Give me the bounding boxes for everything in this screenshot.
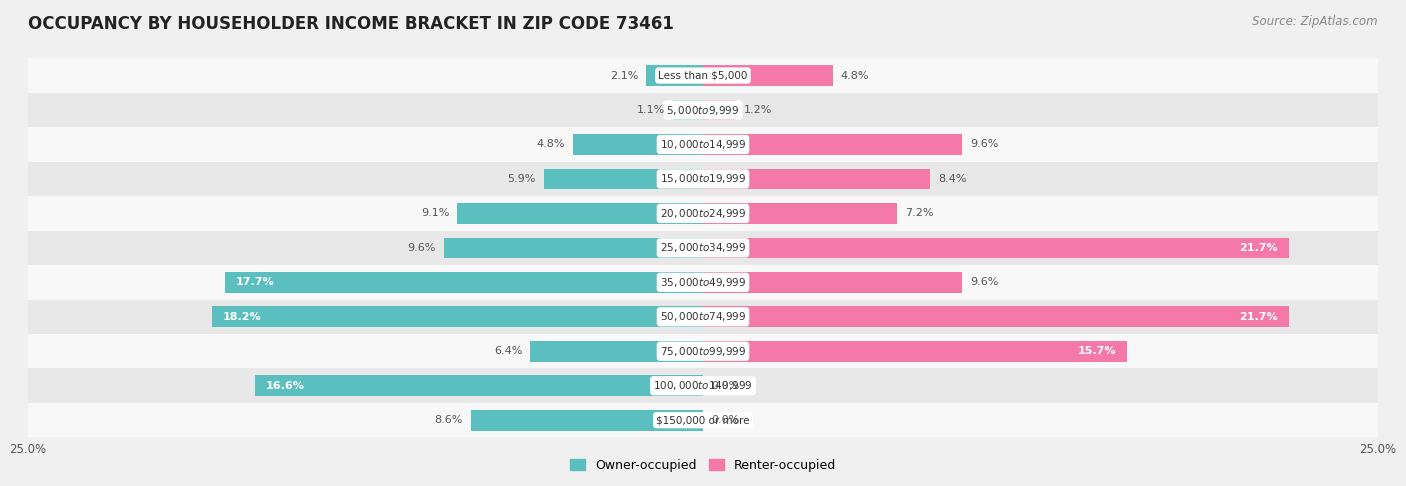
Bar (28, 162, 1378, 196)
Text: $20,000 to $24,999: $20,000 to $24,999 (659, 207, 747, 220)
Bar (28, 127, 1378, 162)
Text: 9.6%: 9.6% (970, 278, 998, 287)
Bar (703, 134, 962, 155)
Text: 0.0%: 0.0% (711, 415, 740, 425)
Text: $100,000 to $149,999: $100,000 to $149,999 (654, 379, 752, 392)
Bar (471, 410, 703, 431)
Text: 18.2%: 18.2% (222, 312, 262, 322)
Text: 4.8%: 4.8% (841, 70, 869, 81)
Text: $150,000 or more: $150,000 or more (657, 415, 749, 425)
Bar (703, 341, 1126, 362)
Bar (444, 238, 703, 258)
Text: OCCUPANCY BY HOUSEHOLDER INCOME BRACKET IN ZIP CODE 73461: OCCUPANCY BY HOUSEHOLDER INCOME BRACKET … (28, 15, 673, 33)
Text: 8.4%: 8.4% (938, 174, 966, 184)
Legend: Owner-occupied, Renter-occupied: Owner-occupied, Renter-occupied (565, 453, 841, 477)
Text: 21.7%: 21.7% (1239, 312, 1278, 322)
Text: 16.6%: 16.6% (266, 381, 305, 391)
Text: 17.7%: 17.7% (236, 278, 274, 287)
Bar (28, 196, 1378, 231)
Bar (703, 272, 962, 293)
Bar (703, 100, 735, 121)
Text: 4.8%: 4.8% (537, 139, 565, 150)
Text: $35,000 to $49,999: $35,000 to $49,999 (659, 276, 747, 289)
Bar (574, 134, 703, 155)
Text: 15.7%: 15.7% (1077, 346, 1116, 356)
Bar (530, 341, 703, 362)
Bar (544, 169, 703, 189)
Text: $50,000 to $74,999: $50,000 to $74,999 (659, 310, 747, 323)
Bar (254, 375, 703, 396)
Text: 7.2%: 7.2% (905, 208, 934, 218)
Bar (647, 65, 703, 86)
Text: Less than $5,000: Less than $5,000 (658, 70, 748, 81)
Text: 5.9%: 5.9% (508, 174, 536, 184)
Bar (28, 403, 1378, 437)
Bar (28, 368, 1378, 403)
Text: 8.6%: 8.6% (434, 415, 463, 425)
Text: 1.1%: 1.1% (637, 105, 665, 115)
Bar (703, 203, 897, 224)
Text: 0.0%: 0.0% (711, 381, 740, 391)
Bar (673, 100, 703, 121)
Bar (703, 65, 832, 86)
Bar (28, 265, 1378, 299)
Text: 9.1%: 9.1% (420, 208, 450, 218)
Bar (28, 93, 1378, 127)
Text: 9.6%: 9.6% (970, 139, 998, 150)
Bar (225, 272, 703, 293)
Bar (703, 238, 1289, 258)
Text: $15,000 to $19,999: $15,000 to $19,999 (659, 173, 747, 186)
Text: 2.1%: 2.1% (610, 70, 638, 81)
Text: 6.4%: 6.4% (494, 346, 522, 356)
Text: $10,000 to $14,999: $10,000 to $14,999 (659, 138, 747, 151)
Text: 1.2%: 1.2% (744, 105, 772, 115)
Bar (457, 203, 703, 224)
Bar (28, 58, 1378, 93)
Text: $25,000 to $34,999: $25,000 to $34,999 (659, 242, 747, 254)
Text: $5,000 to $9,999: $5,000 to $9,999 (666, 104, 740, 117)
Bar (28, 334, 1378, 368)
Text: $75,000 to $99,999: $75,000 to $99,999 (659, 345, 747, 358)
Bar (28, 299, 1378, 334)
Text: 9.6%: 9.6% (408, 243, 436, 253)
Bar (28, 231, 1378, 265)
Bar (703, 169, 929, 189)
Text: 21.7%: 21.7% (1239, 243, 1278, 253)
Bar (703, 307, 1289, 327)
Text: Source: ZipAtlas.com: Source: ZipAtlas.com (1253, 15, 1378, 28)
Bar (212, 307, 703, 327)
